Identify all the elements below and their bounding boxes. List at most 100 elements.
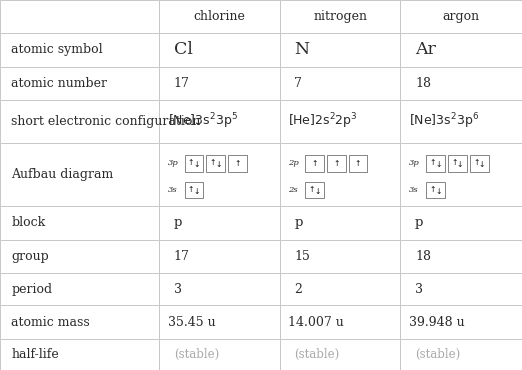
Bar xyxy=(400,67,522,100)
Text: ↑: ↑ xyxy=(311,159,318,168)
Text: 3p: 3p xyxy=(168,159,179,167)
Text: $\rm{[Ne]3}s^2\rm{3}p^6$: $\rm{[Ne]3}s^2\rm{3}p^6$ xyxy=(409,112,479,131)
Bar xyxy=(0,206,159,240)
Bar xyxy=(400,306,522,339)
Text: 3: 3 xyxy=(415,283,423,296)
Bar xyxy=(470,155,489,172)
Bar xyxy=(0,240,159,273)
Text: 17: 17 xyxy=(174,77,189,90)
Text: 7: 7 xyxy=(294,77,302,90)
Bar xyxy=(228,155,246,172)
Bar xyxy=(159,33,280,67)
Text: ↑: ↑ xyxy=(354,159,361,168)
Text: argon: argon xyxy=(443,10,480,23)
Bar xyxy=(0,33,159,67)
Bar xyxy=(305,155,324,172)
Bar xyxy=(280,273,400,306)
Text: 2p: 2p xyxy=(288,159,299,167)
Bar xyxy=(159,206,280,240)
Bar xyxy=(280,67,400,100)
Bar xyxy=(280,33,400,67)
Text: ↑: ↑ xyxy=(234,159,241,168)
Bar xyxy=(185,155,203,172)
Text: 3p: 3p xyxy=(409,159,420,167)
Text: 3s: 3s xyxy=(168,186,177,194)
Bar xyxy=(280,240,400,273)
Bar xyxy=(0,100,159,144)
Bar xyxy=(305,182,324,198)
Bar xyxy=(400,206,522,240)
Bar xyxy=(280,339,400,370)
Bar xyxy=(426,155,445,172)
Text: ↓: ↓ xyxy=(194,160,200,169)
Text: p: p xyxy=(174,216,182,229)
Text: ↑: ↑ xyxy=(188,158,194,167)
Text: ↓: ↓ xyxy=(435,160,442,169)
Bar xyxy=(280,206,400,240)
Text: Cl: Cl xyxy=(174,41,193,58)
Text: ↑: ↑ xyxy=(188,185,194,194)
Bar xyxy=(400,144,522,206)
Text: 14.007 u: 14.007 u xyxy=(288,316,344,329)
Text: ↑: ↑ xyxy=(210,158,216,167)
Text: short electronic configuration: short electronic configuration xyxy=(11,115,200,128)
Text: 15: 15 xyxy=(294,250,310,263)
Text: 35.45 u: 35.45 u xyxy=(168,316,215,329)
Bar xyxy=(206,155,225,172)
Text: chlorine: chlorine xyxy=(194,10,245,23)
Text: (stable): (stable) xyxy=(294,348,339,361)
Text: atomic mass: atomic mass xyxy=(11,316,90,329)
Text: 3s: 3s xyxy=(409,186,419,194)
Text: ↓: ↓ xyxy=(314,186,321,195)
Text: ↓: ↓ xyxy=(215,160,221,169)
Text: ↓: ↓ xyxy=(457,160,463,169)
Bar xyxy=(327,155,346,172)
Bar xyxy=(0,273,159,306)
Text: 2: 2 xyxy=(294,283,302,296)
Bar xyxy=(0,339,159,370)
Text: ↓: ↓ xyxy=(194,186,200,195)
Text: half-life: half-life xyxy=(11,348,59,361)
Bar xyxy=(0,306,159,339)
Bar xyxy=(448,155,467,172)
Bar xyxy=(185,182,203,198)
Bar xyxy=(159,0,280,33)
Text: N: N xyxy=(294,41,310,58)
Text: p: p xyxy=(415,216,423,229)
Text: 39.948 u: 39.948 u xyxy=(409,316,465,329)
Bar xyxy=(426,182,445,198)
Text: ↑: ↑ xyxy=(473,158,480,167)
Text: (stable): (stable) xyxy=(174,348,219,361)
Bar xyxy=(159,144,280,206)
Bar xyxy=(159,240,280,273)
Text: p: p xyxy=(294,216,303,229)
Bar xyxy=(280,0,400,33)
Bar xyxy=(159,100,280,144)
Text: block: block xyxy=(11,216,45,229)
Text: ↑: ↑ xyxy=(451,158,458,167)
Bar xyxy=(159,306,280,339)
Bar xyxy=(159,273,280,306)
Text: 18: 18 xyxy=(415,77,431,90)
Text: Ar: Ar xyxy=(415,41,436,58)
Bar xyxy=(159,67,280,100)
Text: 3: 3 xyxy=(174,283,182,296)
Text: period: period xyxy=(11,283,52,296)
Text: atomic symbol: atomic symbol xyxy=(11,43,103,56)
Bar xyxy=(280,306,400,339)
Text: nitrogen: nitrogen xyxy=(313,10,367,23)
Bar xyxy=(349,155,367,172)
Bar xyxy=(0,0,159,33)
Bar xyxy=(400,33,522,67)
Text: group: group xyxy=(11,250,49,263)
Bar xyxy=(400,100,522,144)
Bar xyxy=(280,144,400,206)
Bar xyxy=(0,67,159,100)
Text: ↑: ↑ xyxy=(309,185,315,194)
Text: ↓: ↓ xyxy=(435,186,442,195)
Bar xyxy=(400,273,522,306)
Text: 18: 18 xyxy=(415,250,431,263)
Text: ↑: ↑ xyxy=(333,159,339,168)
Bar xyxy=(400,339,522,370)
Text: ↑: ↑ xyxy=(429,158,436,167)
